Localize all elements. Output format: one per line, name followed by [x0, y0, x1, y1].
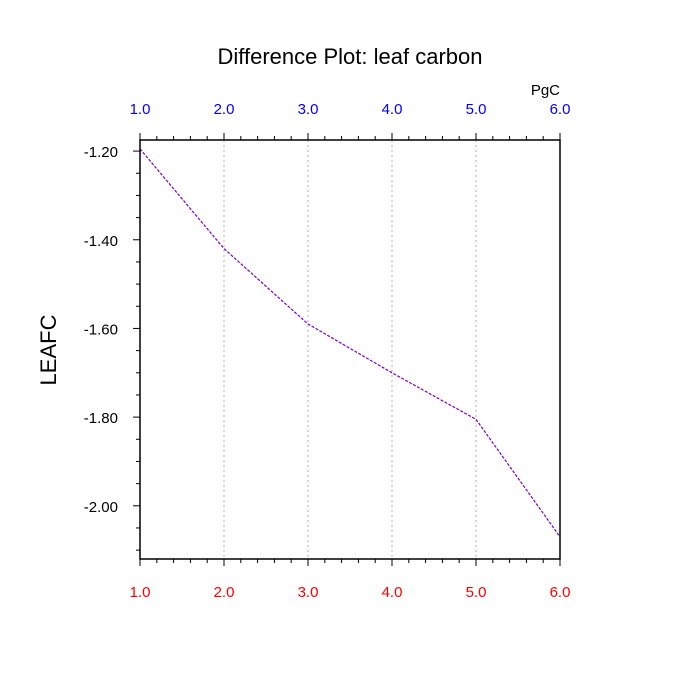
y-tick-label: -1.80 [84, 410, 118, 427]
chart-title: Difference Plot: leaf carbon [218, 44, 483, 69]
y-tick-label: -1.40 [84, 233, 118, 250]
x-tick-label-top: 2.0 [214, 101, 235, 118]
x-tick-label-top: 5.0 [466, 101, 487, 118]
y-tick-label: -1.60 [84, 321, 118, 338]
plot-frame [139, 139, 561, 560]
y-tick-label: -1.20 [84, 144, 118, 161]
x-tick-label-top: 3.0 [298, 101, 319, 118]
x-tick-label-bottom: 5.0 [466, 584, 487, 601]
x-tick-label-bottom: 3.0 [298, 584, 319, 601]
tick-layer [133, 133, 561, 566]
series-layer [139, 148, 561, 538]
y-tick-label: -2.00 [84, 499, 118, 516]
x-tick-label-bottom: 1.0 [130, 584, 151, 601]
y-axis-label: LEAFC [36, 314, 61, 385]
grid-layer [223, 140, 477, 559]
x-tick-label-top: 4.0 [382, 101, 403, 118]
x-tick-label-bottom: 2.0 [214, 584, 235, 601]
x-tick-label-top: 1.0 [130, 101, 151, 118]
x-tick-label-top: 6.0 [550, 101, 571, 118]
x-tick-label-bottom: 6.0 [550, 584, 571, 601]
series-line [139, 148, 561, 538]
x-tick-label-bottom: 4.0 [382, 584, 403, 601]
units-label: PgC [531, 82, 560, 99]
tick-label-layer: 1.0 2.0 3.0 4.0 5.0 6.0 1.0 2.0 3.0 4.0 5.0 6.0 -1.2… [84, 101, 571, 601]
